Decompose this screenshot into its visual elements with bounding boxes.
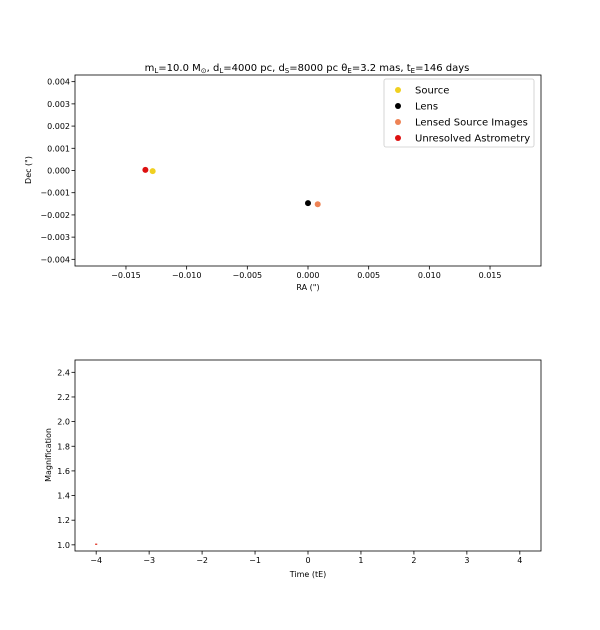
magnification-plot-ytick-label: 2.2 — [57, 393, 70, 402]
sky-plot-xlabel: RA (") — [296, 283, 319, 292]
sky-plot-xtick-label: 0.010 — [418, 271, 441, 280]
point-lens — [305, 200, 311, 207]
sky-plot-ytick-label: −0.003 — [40, 233, 70, 242]
magnification-plot-ytick-label: 1.2 — [57, 516, 70, 525]
sky-plot-ytick-label: −0.004 — [40, 255, 70, 264]
sky-plot-ytick-label: 0.002 — [47, 122, 70, 131]
legend-label: Lens — [415, 102, 438, 113]
sky-plot-xtick-label: −0.015 — [111, 271, 141, 280]
point-lensed-source-images — [314, 201, 321, 208]
magnification-plot-xtick-label: 2 — [411, 556, 416, 565]
sky-plot-ytick-label: 0.000 — [47, 167, 70, 176]
magnification-plot-ytick-label: 2.4 — [57, 368, 70, 377]
magnification-plot-ytick-label: 1.6 — [57, 467, 70, 476]
magnification-plot-xtick-label: 1 — [358, 556, 363, 565]
magnification-plot-frame — [74, 359, 542, 552]
sky-plot-xtick-label: 0.015 — [479, 271, 502, 280]
legend-box — [383, 78, 535, 148]
sky-plot-xtick-label: 0.000 — [297, 271, 320, 280]
sky-plot-xtick-label: −0.005 — [233, 271, 263, 280]
sky-plot-ytick-label: −0.002 — [40, 211, 70, 220]
legend-marker — [395, 103, 401, 109]
sky-plot-xtick-label: 0.005 — [357, 271, 380, 280]
sky-plot-ytick-label: 0.004 — [47, 78, 70, 87]
sky-plot-title: mL=10.0 M⊙, dL=4000 pc, dS=8000 pc θE=3.… — [145, 63, 470, 75]
magnification-plot-ytick-label: 2.0 — [57, 418, 70, 427]
magnification-plot-xlabel: Time (tE) — [289, 570, 327, 579]
magnification-plot-xtick-label: −1 — [249, 556, 261, 565]
sky-plot-ytick-label: −0.001 — [40, 189, 70, 198]
magnification-plot-ytick-label: 1.8 — [57, 442, 70, 451]
magnification-plot-xtick-label: −3 — [143, 556, 155, 565]
magnification-plot-xtick-label: −4 — [90, 556, 102, 565]
sky-plot-frame — [74, 74, 542, 267]
legend-marker — [395, 135, 401, 141]
magnification-plot-ytick-label: 1.0 — [57, 541, 70, 550]
magnification-plot-xtick-label: −2 — [196, 556, 208, 565]
legend-marker — [395, 87, 401, 93]
sky-plot: mL=10.0 M⊙, dL=4000 pc, dS=8000 pc θE=3.… — [24, 63, 542, 292]
magnification-plot-xtick-label: 4 — [517, 556, 522, 565]
legend-marker — [395, 119, 401, 125]
point-unresolved-astrometry — [142, 166, 149, 173]
legend-label: Unresolved Astrometry — [415, 134, 530, 145]
point-source — [149, 168, 156, 175]
sky-plot-xtick-label: −0.010 — [172, 271, 202, 280]
magnification-plot-ytick-label: 1.4 — [57, 492, 70, 501]
magnification-plot: 2.4 2.2 2.0 1.8 1.6 1.4 1.2 1.0 −4 −3 −2 −1 0 1 2 3 4 T… — [44, 359, 542, 579]
sky-plot-ylabel: Dec (") — [24, 156, 33, 184]
magnification-plot-xtick-label: 3 — [464, 556, 469, 565]
legend: Source Lens Lensed Source Images Unresolved… — [383, 78, 535, 148]
magnification-plot-xtick-label: 0 — [305, 556, 310, 565]
sky-plot-ytick-label: 0.001 — [47, 144, 70, 153]
magnification-plot-ylabel: Magnification — [44, 428, 53, 482]
legend-label: Source — [415, 86, 449, 97]
legend-label: Lensed Source Images — [415, 118, 528, 129]
sky-plot-ytick-label: 0.003 — [47, 100, 70, 109]
